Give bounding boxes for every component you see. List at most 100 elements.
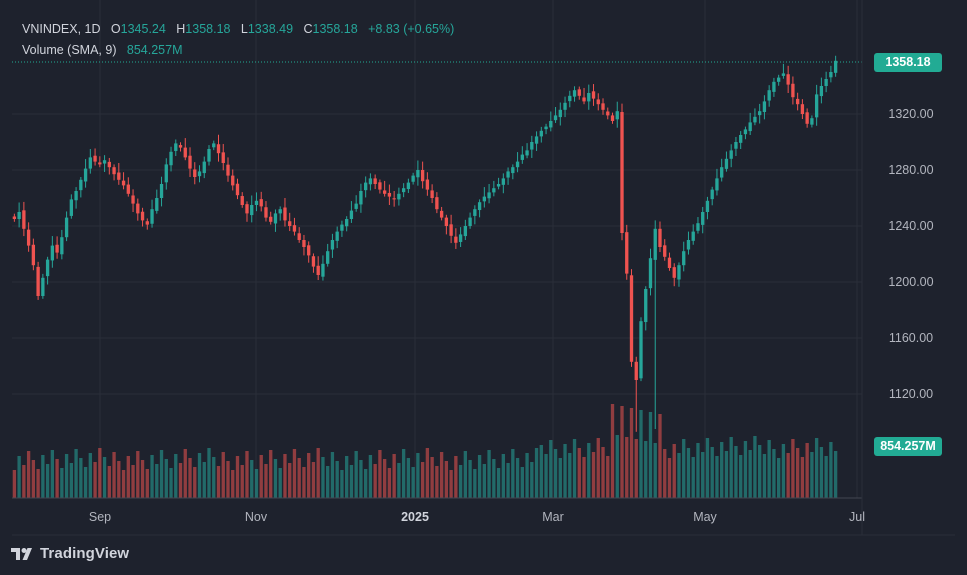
candle-body xyxy=(767,90,771,101)
volume-bar xyxy=(378,450,382,498)
volume-bar xyxy=(307,453,311,498)
volume-bar xyxy=(743,441,748,498)
candle-body xyxy=(88,157,92,169)
volume-bar xyxy=(112,452,116,498)
volume-bar xyxy=(587,443,591,498)
candle-body xyxy=(164,164,168,183)
volume-bar xyxy=(672,444,676,498)
candle-body xyxy=(758,111,762,116)
volume-bar xyxy=(530,462,534,498)
candle-body xyxy=(269,216,273,222)
candle-body xyxy=(112,167,116,175)
volume-bar xyxy=(601,447,605,498)
candle-body xyxy=(169,151,173,166)
candle-body xyxy=(425,179,430,190)
volume-label[interactable]: Volume (SMA, 9) xyxy=(22,43,117,57)
ohlc-legend: VNINDEX, 1D O1345.24 H1358.18 L1338.49 C… xyxy=(22,22,454,36)
candle-body xyxy=(558,109,562,118)
candle-body xyxy=(644,289,648,323)
candle-body xyxy=(117,172,121,180)
candle-body xyxy=(259,199,263,207)
candle-body xyxy=(221,152,225,163)
candle-body xyxy=(50,245,55,261)
volume-bar xyxy=(117,461,121,498)
candle-body xyxy=(653,228,657,260)
volume-bar xyxy=(297,458,301,498)
volume-bar xyxy=(814,438,819,498)
time-tick-label: Mar xyxy=(542,510,564,524)
volume-bar xyxy=(363,469,368,498)
volume-bar xyxy=(420,462,425,498)
volume-bar xyxy=(715,456,719,498)
candle-body xyxy=(126,184,130,194)
candle-body xyxy=(477,202,482,211)
candle-body xyxy=(354,203,358,209)
volume-bar xyxy=(136,451,140,498)
tradingview-logo[interactable]: TradingView xyxy=(11,545,129,562)
volume-bar xyxy=(549,440,553,498)
volume-bar xyxy=(264,464,268,498)
candle-body xyxy=(663,245,667,257)
volume-bar xyxy=(677,453,681,498)
candle-body xyxy=(487,192,491,199)
candle-body xyxy=(568,95,572,102)
volume-bar xyxy=(416,453,420,498)
candle-body xyxy=(297,233,301,240)
volume-bar xyxy=(753,436,757,498)
candle-body xyxy=(587,93,591,102)
volume-bar xyxy=(411,467,415,498)
candle-body xyxy=(629,275,634,362)
volume-tag: 854.257M xyxy=(874,437,942,456)
candle-body xyxy=(140,211,145,221)
volume-bar xyxy=(102,457,107,498)
candle-body xyxy=(648,258,653,289)
volume-bar xyxy=(625,437,629,498)
volume-bar xyxy=(781,444,786,498)
tradingview-logo-icon xyxy=(11,547,32,560)
candle-body xyxy=(335,231,339,241)
volume-bar xyxy=(64,454,69,498)
candle-body xyxy=(311,256,316,267)
symbol-label[interactable]: VNINDEX, 1D xyxy=(22,22,101,36)
candle-body xyxy=(563,102,567,110)
candle-body xyxy=(188,155,192,169)
candle-body xyxy=(102,160,107,164)
volume-legend: Volume (SMA, 9) 854.257M xyxy=(22,43,183,57)
candle-body xyxy=(772,81,776,92)
volume-bar xyxy=(321,457,325,498)
candle-body xyxy=(240,196,244,205)
volume-bar xyxy=(705,438,710,498)
candle-body xyxy=(439,210,444,218)
volume-bar xyxy=(544,454,548,498)
volume-bar xyxy=(819,447,824,498)
volume-bar xyxy=(401,449,406,498)
time-tick-label: Nov xyxy=(245,510,268,524)
candle-body xyxy=(511,167,515,174)
candle-body xyxy=(60,237,64,255)
volume-bar xyxy=(582,457,586,498)
candle-body xyxy=(226,164,230,176)
volume-bars xyxy=(12,404,838,498)
price-tick-label: 1160.00 xyxy=(889,331,933,345)
candle-body xyxy=(729,150,733,159)
volume-bar xyxy=(107,466,111,498)
price-tick-label: 1280.00 xyxy=(888,163,933,177)
candle-body xyxy=(45,259,50,277)
volume-bar xyxy=(653,443,657,498)
volume-bar xyxy=(696,443,700,498)
volume-bar xyxy=(245,451,249,498)
candle-body xyxy=(368,178,373,185)
volume-bar xyxy=(425,448,430,498)
candle-body xyxy=(302,240,306,247)
candle-body xyxy=(17,212,21,219)
volume-bar xyxy=(558,458,562,498)
last-price-tag: 1358.18 xyxy=(874,53,942,72)
volume-bar xyxy=(387,468,392,498)
candle-body xyxy=(41,277,45,296)
volume-bar xyxy=(511,449,515,498)
volume-bar xyxy=(748,450,752,498)
volume-bar xyxy=(648,412,653,498)
price-tick-label: 1120.00 xyxy=(889,387,933,401)
volume-bar xyxy=(615,435,619,498)
